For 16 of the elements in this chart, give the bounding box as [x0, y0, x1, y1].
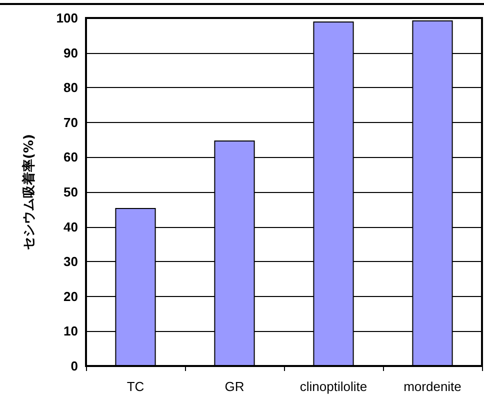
x-tick-label: clinoptilolite [300, 379, 368, 394]
y-tick-label: 40 [64, 219, 78, 234]
x-tick-label: mordenite [404, 379, 462, 394]
y-tick-label: 100 [56, 10, 78, 26]
y-axis-title: セシウム吸着率(%) [21, 134, 37, 250]
y-tick-label: 60 [64, 150, 78, 165]
y-tick-label: 90 [64, 45, 78, 60]
x-tick-label: TC [126, 379, 144, 394]
x-tick-label: GR [224, 379, 244, 394]
y-tick-label: 50 [64, 184, 78, 200]
y-tick-label: 30 [64, 254, 78, 270]
y-tick-label: 70 [64, 114, 78, 130]
y-tick-label: 80 [64, 80, 78, 96]
y-tick-label: 10 [64, 324, 78, 339]
y-tick-label: 20 [64, 288, 78, 304]
y-tick-label: 0 [70, 358, 78, 374]
